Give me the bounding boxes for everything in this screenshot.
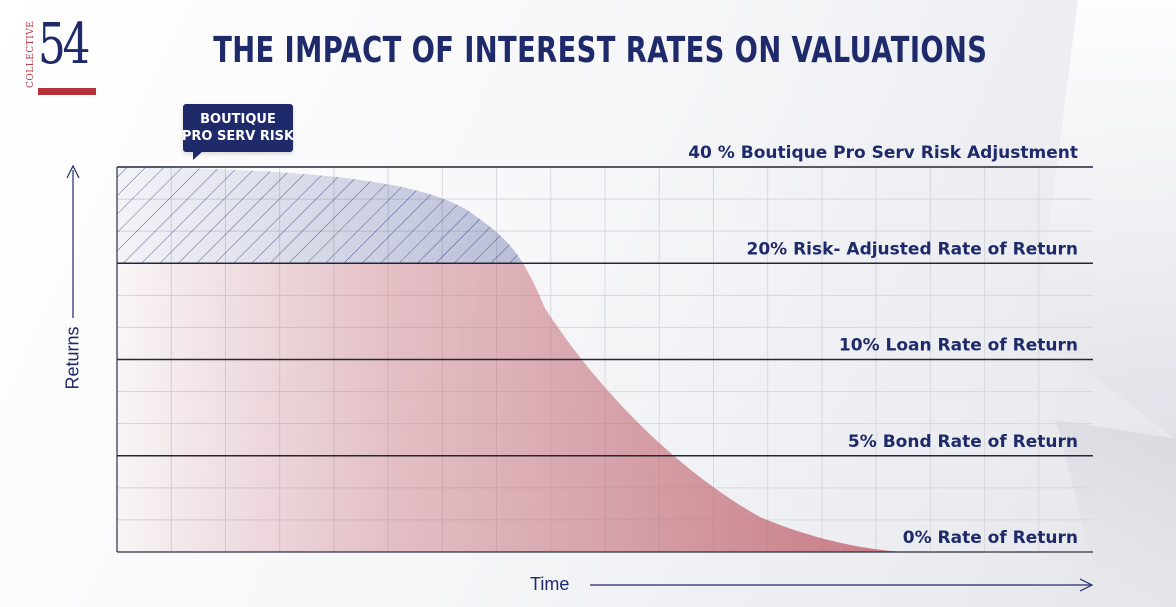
risk-band-hatch bbox=[117, 167, 524, 264]
logo-number: 54 bbox=[38, 12, 90, 77]
risk-band bbox=[117, 167, 524, 264]
x-arrow-head bbox=[1079, 578, 1094, 592]
callout-line-2: PRO SERV RISK bbox=[181, 129, 295, 144]
page-title: THE IMPACT OF INTEREST RATES ON VALUATIO… bbox=[212, 30, 988, 71]
level-label: 10% Loan Rate of Return bbox=[839, 336, 1078, 356]
risk-callout: BOUTIQUE PRO SERV RISK bbox=[181, 104, 295, 160]
level-label: 0% Rate of Return bbox=[903, 528, 1078, 548]
level-label: 5% Bond Rate of Return bbox=[848, 432, 1078, 452]
collective-54-logo: COLLECTIVE 54 bbox=[26, 12, 98, 98]
y-axis-label: Returns bbox=[62, 326, 83, 390]
logo-bar bbox=[38, 88, 96, 95]
callout-line-1: BOUTIQUE bbox=[200, 112, 276, 127]
returns-curve-area bbox=[117, 264, 905, 552]
x-axis-label: Time bbox=[530, 574, 570, 594]
level-label: 40 % Boutique Pro Serv Risk Adjustment bbox=[688, 143, 1078, 163]
level-label: 20% Risk- Adjusted Rate of Return bbox=[746, 239, 1078, 259]
y-arrow-head bbox=[66, 164, 80, 179]
